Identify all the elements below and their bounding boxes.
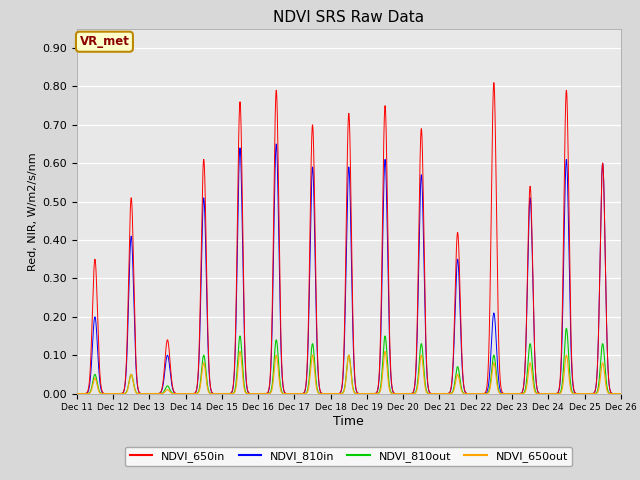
X-axis label: Time: Time (333, 415, 364, 428)
Legend: NDVI_650in, NDVI_810in, NDVI_810out, NDVI_650out: NDVI_650in, NDVI_810in, NDVI_810out, NDV… (125, 446, 572, 467)
Y-axis label: Red, NIR, W/m2/s/nm: Red, NIR, W/m2/s/nm (28, 152, 38, 271)
Text: VR_met: VR_met (79, 35, 129, 48)
Title: NDVI SRS Raw Data: NDVI SRS Raw Data (273, 10, 424, 25)
